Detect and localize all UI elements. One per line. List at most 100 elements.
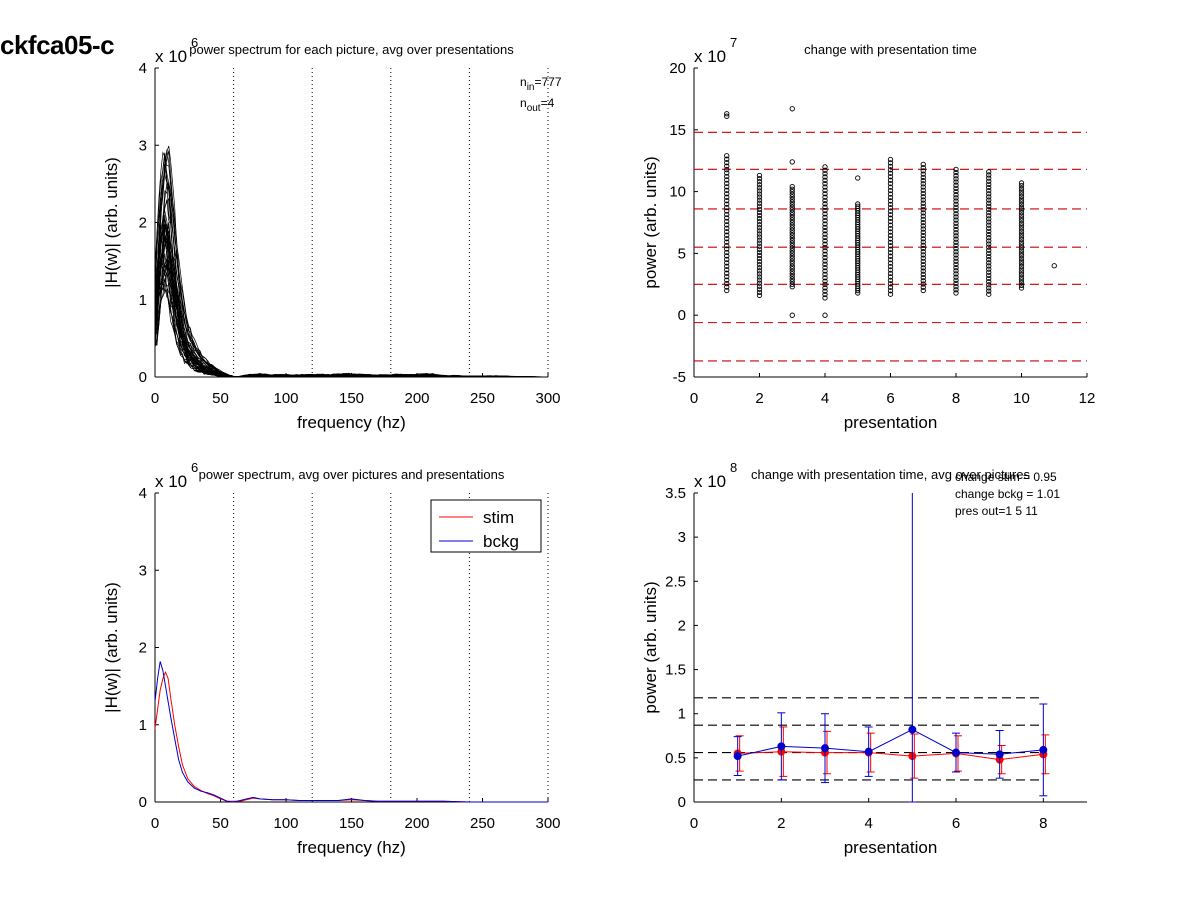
scatter-point [953,204,959,211]
scatter-point [1018,242,1025,248]
scatter-point [953,264,959,271]
chart-power-spectrum-avg: 0 50 100 150 200 250 300 0 1 2 3 4 frequency (hz) |H(… [102,460,561,857]
scatter-point [1018,201,1025,208]
scatter-point [822,295,828,301]
scatter-point [887,288,894,294]
spectrum-line [154,259,548,378]
y-axis-label: power (arb. units) [641,156,660,288]
scatter-point-outlier [724,111,730,117]
series-line-stim [737,751,1044,761]
x-tick-label: 150 [339,815,364,832]
scatter-point [724,198,730,204]
scatter-point [986,263,992,269]
scatter-point [953,233,959,239]
scatter-point [822,285,828,291]
annotation-subscript: in [527,82,535,93]
series-bckg [733,493,1048,803]
scatter-point-outlier [822,312,828,318]
scatter-point [724,201,730,207]
scatter-point [789,212,795,218]
scatter-point [953,239,959,245]
y-tick-label: 10 [669,184,686,201]
scatter-point [1018,258,1025,264]
scatter-point [822,174,828,180]
scatter-point [756,197,763,203]
y-tick-label: 3.5 [665,485,686,502]
scatter-point [920,161,926,168]
scatter-point [789,209,795,215]
y-tick-label: 0 [139,794,147,811]
legend-box [430,499,542,553]
spectrum-line [154,230,548,378]
scatter-point [953,283,959,290]
scatter-point [724,153,730,159]
scatter-point [756,218,763,225]
scatter-point [822,231,828,237]
scatter-point [986,238,992,244]
scatter-point [887,187,894,194]
x-tick-label: 2 [777,815,785,832]
scatter-point [920,226,926,232]
scatter-point [789,240,795,246]
x-tick-label: 100 [273,815,298,832]
spectrum-line [154,182,549,378]
scatter-point [756,209,763,216]
annotation-base: n [520,75,527,89]
scatter-point [1018,266,1025,272]
scatter-point [789,276,795,282]
scatter-point [756,268,763,274]
scatter-point [756,237,763,243]
scatter-point [756,255,763,262]
scatter-point [1018,228,1025,235]
scatter-point [986,241,992,247]
scatter-point [789,201,795,208]
scatter-point [822,181,828,187]
scatter-point [953,255,959,261]
scatter-point [953,195,959,201]
scatter-point [920,268,926,274]
scatter-point [986,169,992,175]
spectrum-line [154,222,549,378]
scatter-point [953,217,959,223]
scatter-point [724,236,730,242]
scatter-point [756,215,763,222]
scatter-point [920,216,926,223]
scatter-point [887,277,894,284]
scatter-point [789,245,795,251]
scatter-point [789,222,795,228]
x-tick-label: 12 [1079,390,1096,407]
scatter-point [920,210,926,216]
spectrum-line [154,222,549,378]
scatter-point [1018,274,1025,280]
page-title: ckfca05-c [0,30,115,60]
spectrum-line [154,173,549,378]
scatter-point [920,255,926,261]
scatter-point [953,198,959,204]
scatter-point [887,274,894,280]
scatter-point [920,197,926,203]
x-tick-label: 200 [404,390,429,407]
scatter-point [887,229,894,235]
scatter-point [822,211,828,217]
scatter-point [822,268,828,274]
scatter-point [822,261,828,267]
scatter-point [887,267,894,273]
scatter-point [887,208,894,214]
scatter-point [920,287,926,294]
scatter-point [1018,231,1025,237]
series-point [908,725,917,734]
scatter-point [756,262,763,268]
scatter-point [986,269,992,275]
series-line-bckg [154,661,548,803]
scatter-point [920,200,926,206]
scatter-point [822,207,828,214]
scatter-point [953,287,959,293]
series-point [733,752,742,761]
scatter-point [1018,261,1025,267]
scatter-point [724,208,730,214]
x-tick-label: 50 [212,815,229,832]
scatter-point [887,205,894,211]
scatter-point [756,252,763,259]
scatter-point [986,216,992,222]
